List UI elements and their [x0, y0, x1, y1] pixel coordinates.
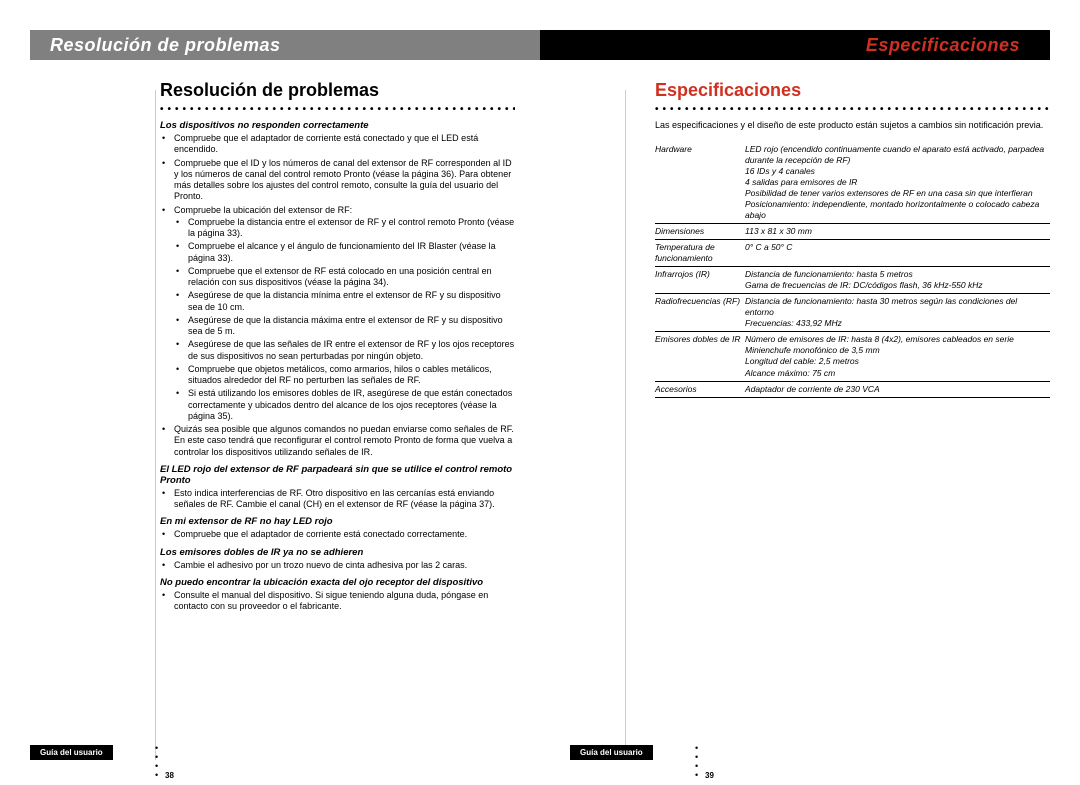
header-bar-left: Resolución de problemas	[30, 30, 540, 60]
sub-bullet-item: Compruebe la distancia entre el extensor…	[188, 217, 515, 240]
vdots-left: ••••	[155, 744, 158, 780]
vdots-right: ••••	[695, 744, 698, 780]
table-row: Infrarrojos (IR)Distancia de funcionamie…	[655, 267, 1050, 294]
sub-bullet-item: Compruebe el alcance y el ángulo de func…	[188, 241, 515, 264]
subheading: Los dispositivos no responden correctame…	[160, 120, 515, 131]
page-left: Resolución de problemas Resolución de pr…	[0, 0, 540, 785]
sub-bullet-item: Compruebe que objetos metálicos, como ar…	[188, 364, 515, 387]
spec-label: Temperatura de funcionamiento	[655, 240, 745, 267]
spec-value: Distancia de funcionamiento: hasta 30 me…	[745, 294, 1050, 332]
divider	[625, 90, 626, 760]
bullet-item: Consulte el manual del dispositivo. Si s…	[174, 590, 515, 613]
bullet-list: Compruebe que el adaptador de corriente …	[160, 529, 515, 540]
sub-bullet-list: Compruebe la distancia entre el extensor…	[174, 217, 515, 422]
spec-label: Dimensiones	[655, 224, 745, 240]
section-title-right: Especificaciones	[655, 80, 1050, 101]
bullet-item: Compruebe la ubicación del extensor de R…	[174, 205, 515, 423]
page-number-left: 38	[165, 771, 174, 780]
table-row: Temperatura de funcionamiento0° C a 50° …	[655, 240, 1050, 267]
bullet-list: Consulte el manual del dispositivo. Si s…	[160, 590, 515, 613]
header-bar-right: Especificaciones	[540, 30, 1050, 60]
bullet-list: Esto indica interferencias de RF. Otro d…	[160, 488, 515, 511]
content-left: Resolución de problemas ••••••••••••••••…	[160, 60, 525, 612]
bullet-list: Cambie el adhesivo por un trozo nuevo de…	[160, 560, 515, 571]
spec-value: Número de emisores de IR: hasta 8 (4x2),…	[745, 332, 1050, 381]
section-title-left: Resolución de problemas	[160, 80, 515, 101]
content-right: Especificaciones •••••••••••••••••••••••…	[655, 60, 1050, 398]
spec-value: 113 x 81 x 30 mm	[745, 224, 1050, 240]
table-row: AccesoriosAdaptador de corriente de 230 …	[655, 381, 1050, 397]
header-title-left: Resolución de problemas	[50, 35, 281, 56]
divider	[155, 90, 156, 760]
spec-label: Hardware	[655, 142, 745, 224]
subheading: En mi extensor de RF no hay LED rojo	[160, 516, 515, 527]
bullet-item: Compruebe que el adaptador de corriente …	[174, 529, 515, 540]
subheading: Los emisores dobles de IR ya no se adhie…	[160, 547, 515, 558]
bullet-list: Compruebe que el adaptador de corriente …	[160, 133, 515, 458]
dots: ••••••••••••••••••••••••••••••••••••••••…	[160, 104, 515, 110]
spec-label: Accesorios	[655, 381, 745, 397]
bullet-item: Esto indica interferencias de RF. Otro d…	[174, 488, 515, 511]
table-row: Dimensiones113 x 81 x 30 mm	[655, 224, 1050, 240]
bullet-item: Cambie el adhesivo por un trozo nuevo de…	[174, 560, 515, 571]
spec-table: HardwareLED rojo (encendido continuament…	[655, 142, 1050, 398]
table-row: Emisores dobles de IRNúmero de emisores …	[655, 332, 1050, 381]
bullet-item: Compruebe que el adaptador de corriente …	[174, 133, 515, 156]
bullet-item: Compruebe que el ID y los números de can…	[174, 158, 515, 203]
spec-label: Radiofrecuencias (RF)	[655, 294, 745, 332]
subheading: No puedo encontrar la ubicación exacta d…	[160, 577, 515, 588]
sub-bullet-item: Asegúrese de que la distancia mínima ent…	[188, 290, 515, 313]
sub-bullet-item: Si está utilizando los emisores dobles d…	[188, 388, 515, 422]
page-number-right: 39	[705, 771, 714, 780]
spec-value: Distancia de funcionamiento: hasta 5 met…	[745, 267, 1050, 294]
page-right: Especificaciones Especificaciones ••••••…	[540, 0, 1080, 785]
spec-value: 0° C a 50° C	[745, 240, 1050, 267]
sub-bullet-item: Asegúrese de que la distancia máxima ent…	[188, 315, 515, 338]
header-title-right: Especificaciones	[866, 35, 1020, 56]
bullet-item: Quizás sea posible que algunos comandos …	[174, 424, 515, 458]
table-row: HardwareLED rojo (encendido continuament…	[655, 142, 1050, 224]
subheading: El LED rojo del extensor de RF parpadear…	[160, 464, 515, 486]
spec-value: LED rojo (encendido continuamente cuando…	[745, 142, 1050, 224]
intro-text: Las especificaciones y el diseño de este…	[655, 120, 1050, 132]
spec-value: Adaptador de corriente de 230 VCA	[745, 381, 1050, 397]
dots: ••••••••••••••••••••••••••••••••••••••••…	[655, 104, 1050, 110]
spec-label: Emisores dobles de IR	[655, 332, 745, 381]
table-row: Radiofrecuencias (RF)Distancia de funcio…	[655, 294, 1050, 332]
sub-bullet-item: Asegúrese de que las señales de IR entre…	[188, 339, 515, 362]
sub-bullet-item: Compruebe que el extensor de RF está col…	[188, 266, 515, 289]
footer-label-right: Guía del usuario	[570, 745, 653, 760]
spec-label: Infrarrojos (IR)	[655, 267, 745, 294]
footer-label-left: Guía del usuario	[30, 745, 113, 760]
